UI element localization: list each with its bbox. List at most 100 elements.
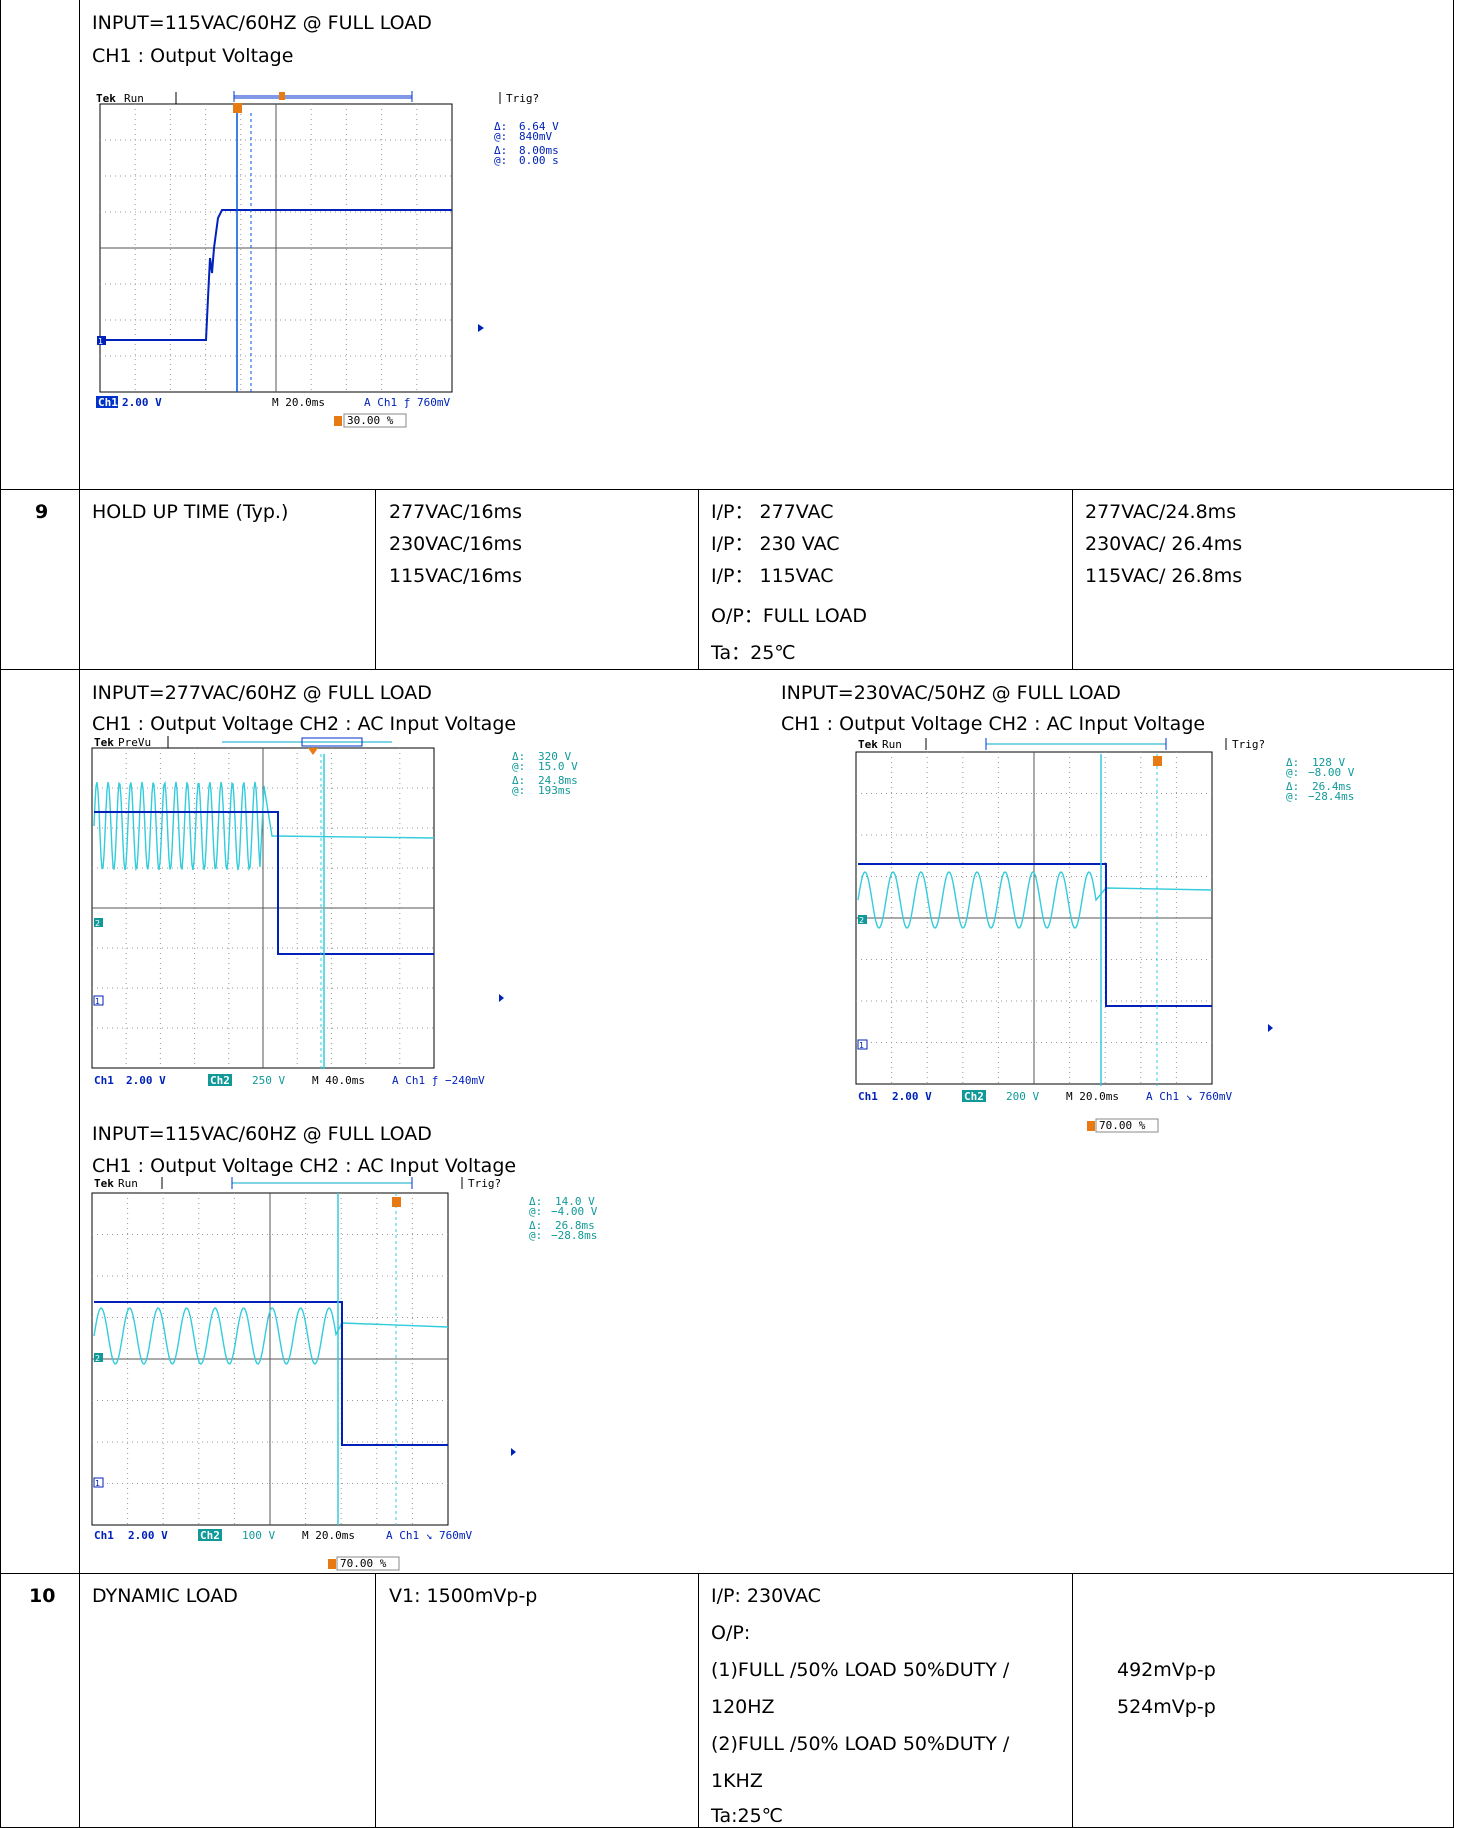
svg-text:@:: @: (512, 760, 525, 773)
svg-text:Δ:: Δ: (1286, 756, 1299, 769)
svg-text:Tek: Tek (858, 738, 878, 751)
ch2-waveform (93, 1307, 449, 1365)
svg-text:26.4ms: 26.4ms (1312, 780, 1352, 793)
block2c-caption2: CH1 : Output Voltage CH2 : AC Input Volt… (92, 1155, 517, 1177)
svg-text:A Ch1 ƒ −240mV: A Ch1 ƒ −240mV (392, 1074, 485, 1087)
svg-text:Ch1: Ch1 (94, 1529, 114, 1542)
svg-text:@:: @: (494, 154, 507, 167)
svg-text:2.00 V: 2.00 V (892, 1090, 932, 1103)
grid-line (375, 1573, 376, 1828)
row10-spec: V1: 1500mVp-p (389, 1585, 538, 1607)
ch1-marker (97, 336, 106, 345)
row9-spec-3: 115VAC/16ms (389, 565, 522, 587)
row9-cond-4: O/P：FULL LOAD (711, 605, 868, 627)
svg-text:−28.8ms: −28.8ms (551, 1229, 597, 1242)
svg-text:M 20.0ms: M 20.0ms (302, 1529, 355, 1542)
svg-text:@:: @: (1286, 766, 1299, 779)
row9-cond-1: I/P： 277VAC (711, 501, 834, 523)
svg-text:840mV: 840mV (519, 130, 552, 143)
svg-text:2.00 V: 2.00 V (126, 1074, 166, 1087)
row9-spec-1: 277VAC/16ms (389, 501, 522, 523)
svg-text:2: 2 (95, 919, 100, 928)
svg-text:Δ:: Δ: (494, 120, 507, 133)
row10-cond-6: 1KHZ (711, 1770, 763, 1792)
oscilloscope-screenshot-1: Tek Run Trig? 1 Δ: 6.64 V @: 840mV Δ: 8.… (96, 91, 559, 428)
row10-cond-7: Ta:25℃ (711, 1805, 784, 1827)
svg-text:Δ:: Δ: (529, 1195, 542, 1208)
svg-text:Run: Run (118, 1177, 138, 1190)
grid-line (622, 489, 1454, 490)
oscilloscope-screenshot-115vac: Tek Run Trig? 2 1 Δ: 14.0 V @: −4.00 V Δ… (91, 1177, 598, 1571)
svg-text:M 40.0ms: M 40.0ms (312, 1074, 365, 1087)
svg-text:M 20.0ms: M 20.0ms (1066, 1090, 1119, 1103)
ch2-waveform (857, 871, 1213, 929)
grid-line (698, 489, 699, 669)
grid-line (0, 489, 622, 490)
svg-text:70.00 %: 70.00 % (340, 1557, 387, 1570)
ch1-waveform (858, 863, 1212, 1007)
svg-text:1: 1 (95, 1479, 100, 1488)
svg-text:1: 1 (95, 997, 100, 1006)
svg-text:PreVu: PreVu (118, 736, 151, 749)
svg-text:30.00 %: 30.00 % (347, 414, 394, 427)
row10-cond-1: I/P: 230VAC (711, 1585, 821, 1607)
svg-text:Ch1: Ch1 (858, 1090, 878, 1103)
ch1-waveform (100, 209, 452, 341)
grid-line (0, 1573, 1454, 1574)
row10-result-2: 524mVp-p (1117, 1696, 1216, 1718)
row10-cond-3: (1)FULL /50% LOAD 50%DUTY / (711, 1659, 1010, 1681)
grid-line (0, 669, 1454, 670)
svg-text:26.8ms: 26.8ms (555, 1219, 595, 1232)
svg-text:Δ:: Δ: (512, 750, 525, 763)
grid-line (1072, 1573, 1073, 1828)
row10-result-1: 492mVp-p (1117, 1659, 1216, 1681)
svg-text:−8.00 V: −8.00 V (1308, 766, 1355, 779)
svg-text:14.0 V: 14.0 V (555, 1195, 595, 1208)
svg-text:Ch1: Ch1 (94, 1074, 114, 1087)
svg-text:2.00 V: 2.00 V (122, 396, 162, 409)
scope-grid (99, 103, 453, 393)
grid-line (1453, 0, 1454, 1828)
svg-text:Ch1: Ch1 (98, 396, 118, 409)
row10-cond-2: O/P: (711, 1622, 751, 1644)
block1-caption1: INPUT=115VAC/60HZ @ FULL LOAD (92, 12, 432, 34)
svg-text:A Ch1 ↘ 760mV: A Ch1 ↘ 760mV (386, 1529, 472, 1542)
svg-text:2: 2 (859, 916, 864, 925)
block2a-caption1: INPUT=277VAC/60HZ @ FULL LOAD (92, 682, 432, 704)
svg-text:−4.00 V: −4.00 V (551, 1205, 598, 1218)
block2b-caption1: INPUT=230VAC/50HZ @ FULL LOAD (781, 682, 1121, 704)
svg-text:@:: @: (529, 1205, 542, 1218)
grid-line (79, 0, 80, 1828)
block1-caption2: CH1 : Output Voltage (92, 45, 294, 67)
svg-text:24.8ms: 24.8ms (538, 774, 578, 787)
scope-brand: Tek (96, 92, 116, 105)
row10-item: DYNAMIC LOAD (92, 1585, 238, 1607)
svg-text:@:: @: (512, 784, 525, 797)
svg-text:Tek: Tek (94, 736, 114, 749)
svg-text:Δ:: Δ: (494, 144, 507, 157)
svg-text:1: 1 (859, 1041, 864, 1050)
svg-text:@:: @: (529, 1229, 542, 1242)
grid-line (698, 1573, 699, 1828)
svg-text:Ch2: Ch2 (210, 1074, 230, 1087)
row9-result-3: 115VAC/ 26.8ms (1085, 565, 1243, 587)
svg-text:193ms: 193ms (538, 784, 571, 797)
svg-text:A Ch1 ƒ 760mV: A Ch1 ƒ 760mV (364, 396, 450, 409)
svg-text:2: 2 (95, 1354, 100, 1363)
grid-line (1072, 489, 1073, 669)
row9-spec-2: 230VAC/16ms (389, 533, 522, 555)
ch2-waveform (93, 780, 435, 872)
row9-cond-3: I/P： 115VAC (711, 565, 834, 587)
svg-text:128 V: 128 V (1312, 756, 1345, 769)
svg-text:M 20.0ms: M 20.0ms (272, 396, 325, 409)
oscilloscope-screenshot-230vac: Tek Run Trig? 2 1 Δ: 128 V @: −8.00 V Δ:… (855, 738, 1355, 1133)
svg-text:15.0 V: 15.0 V (538, 760, 578, 773)
row9-number: 9 (35, 501, 49, 523)
svg-text:320 V: 320 V (538, 750, 571, 763)
svg-text:Δ:: Δ: (512, 774, 525, 787)
block2c-caption1: INPUT=115VAC/60HZ @ FULL LOAD (92, 1123, 432, 1145)
svg-text:0.00 s: 0.00 s (519, 154, 559, 167)
block2b-caption2: CH1 : Output Voltage CH2 : AC Input Volt… (781, 713, 1206, 735)
svg-text:@:: @: (494, 130, 507, 143)
svg-text:A Ch1 ↘ 760mV: A Ch1 ↘ 760mV (1146, 1090, 1232, 1103)
